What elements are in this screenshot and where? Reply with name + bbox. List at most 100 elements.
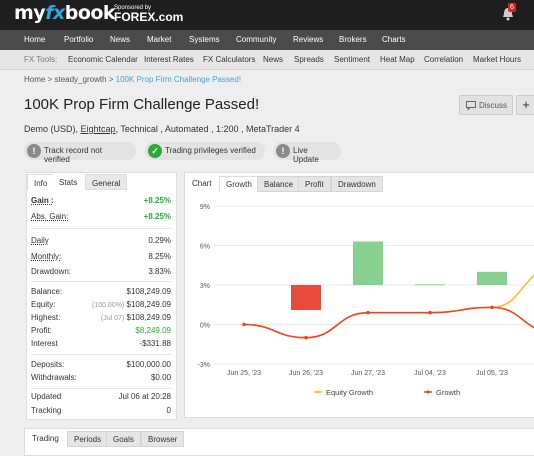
stat-label: Gain : bbox=[31, 196, 54, 205]
tool-spreads[interactable]: Spreads bbox=[294, 55, 324, 64]
tool-news[interactable]: News bbox=[263, 55, 284, 64]
logo-fx: fx bbox=[45, 2, 65, 24]
nav-community[interactable]: Community bbox=[236, 35, 277, 44]
nav-market[interactable]: Market bbox=[147, 35, 172, 44]
myfxbook-logo[interactable]: myfxbook bbox=[14, 2, 116, 24]
nav-news[interactable]: News bbox=[110, 35, 131, 44]
stat-label: Daily bbox=[31, 236, 49, 245]
breadcrumb-sep: > bbox=[47, 75, 53, 84]
tools-label: FX Tools: bbox=[24, 55, 58, 64]
warning-icon: ! bbox=[276, 144, 290, 158]
nav-brokers[interactable]: Brokers bbox=[339, 35, 367, 44]
divider bbox=[31, 388, 171, 389]
divider bbox=[31, 354, 171, 355]
tab-profit[interactable]: Profit bbox=[298, 176, 331, 192]
highest-date: (Jul 07) bbox=[100, 315, 125, 322]
tab-chart[interactable]: Chart bbox=[186, 176, 218, 192]
stat-label: Tracking bbox=[31, 406, 62, 415]
nav-charts[interactable]: Charts bbox=[382, 35, 406, 44]
breadcrumb-home[interactable]: Home bbox=[24, 75, 46, 84]
breadcrumb: Home > steady_growth > 100K Prop Firm Ch… bbox=[24, 75, 241, 84]
stat-label: Deposits: bbox=[31, 360, 65, 369]
tab-info[interactable]: Info bbox=[27, 174, 55, 190]
stat-label: Abs. Gain: bbox=[31, 212, 69, 221]
tab-browser[interactable]: Browser bbox=[141, 431, 185, 447]
sponsor-label: Sponsored by bbox=[114, 5, 152, 11]
breadcrumb-sep: > bbox=[108, 75, 114, 84]
live-update-badge[interactable]: ! Live Update bbox=[273, 142, 341, 164]
tab-balance[interactable]: Balance bbox=[257, 176, 300, 192]
account-details: , Technical , Automated , 1:200 , MetaTr… bbox=[115, 124, 300, 134]
y-tick-label: 6% bbox=[200, 244, 210, 251]
discuss-label: Discuss bbox=[479, 101, 508, 110]
stat-label: Monthly: bbox=[31, 252, 62, 261]
add-button[interactable]: + bbox=[516, 95, 534, 115]
delta-bar bbox=[477, 271, 507, 285]
discuss-button[interactable]: Discuss bbox=[459, 95, 513, 115]
tab-trading[interactable]: Trading bbox=[26, 431, 65, 447]
tool-interest-rates[interactable]: Interest Rates bbox=[144, 55, 194, 64]
stat-label: Highest: bbox=[31, 313, 61, 322]
tab-periods[interactable]: Periods bbox=[67, 431, 109, 447]
y-tick-label: 0% bbox=[200, 323, 210, 330]
tool-economic-calendar[interactable]: Economic Calendar bbox=[68, 55, 138, 64]
stat-label: Withdrawals: bbox=[31, 373, 77, 382]
stat-label: Updated bbox=[31, 392, 62, 401]
delta-bar bbox=[415, 284, 445, 286]
tool-market-hours[interactable]: Market Hours bbox=[473, 55, 522, 64]
stats-panel bbox=[26, 172, 177, 420]
growth-chart: 9% 6% 3% 0% -3% Jun 25, '23 Jun 26, '23 Jun 27,… bbox=[198, 204, 534, 397]
comment-icon bbox=[466, 101, 476, 110]
legend-marker bbox=[426, 390, 430, 394]
tab-goals[interactable]: Goals bbox=[106, 431, 141, 447]
delta-bar bbox=[353, 241, 383, 285]
x-tick-label: Jun 27, '23 bbox=[351, 370, 385, 377]
logo-prefix: my bbox=[14, 2, 46, 24]
stat-value: 3.83% bbox=[148, 267, 171, 276]
broker-link[interactable]: Eightcap bbox=[80, 124, 116, 134]
nav-systems[interactable]: Systems bbox=[189, 35, 220, 44]
breadcrumb-user[interactable]: steady_growth bbox=[54, 75, 107, 84]
x-tick-label: Jul 04, '23 bbox=[414, 370, 446, 377]
x-tick-label: Jun 25, '23 bbox=[227, 370, 261, 377]
legend-label: Equity Growth bbox=[326, 388, 373, 397]
stat-value: $108,249.09 bbox=[126, 300, 172, 309]
tool-heat-map[interactable]: Heat Map bbox=[380, 55, 415, 64]
page-title: 100K Prop Firm Challenge Passed! bbox=[24, 96, 260, 113]
stat-label: Interest bbox=[31, 339, 58, 348]
stat-label: Drawdown: bbox=[31, 267, 72, 276]
sponsor[interactable]: Sponsored by FOREX.com bbox=[114, 5, 183, 24]
divider bbox=[31, 228, 171, 229]
chart-panel bbox=[184, 172, 534, 418]
tab-stats[interactable]: Stats bbox=[53, 174, 84, 190]
growth-point bbox=[304, 335, 308, 340]
nav-portfolio[interactable]: Portfolio bbox=[64, 35, 94, 44]
account-type: Demo (USD), bbox=[24, 124, 79, 134]
tool-correlation[interactable]: Correlation bbox=[424, 55, 464, 64]
badge-text: Track record not verified bbox=[44, 146, 102, 164]
breadcrumb-current: 100K Prop Firm Challenge Passed! bbox=[115, 75, 242, 84]
tab-drawdown[interactable]: Drawdown bbox=[331, 176, 383, 192]
growth-point bbox=[428, 310, 432, 315]
account-subtitle: Demo (USD), Eightcap, Technical , Automa… bbox=[24, 124, 300, 134]
stat-value: $0.00 bbox=[150, 373, 171, 382]
growth-line bbox=[243, 306, 534, 339]
nav-reviews[interactable]: Reviews bbox=[293, 35, 324, 44]
track-record-badge[interactable]: ! Track record not verified bbox=[24, 142, 136, 164]
stat-value: $8,249.09 bbox=[135, 326, 171, 335]
divider bbox=[31, 281, 171, 282]
top-bar: myfxbook Sponsored by FOREX.com 6 bbox=[0, 0, 534, 30]
tool-fx-calculators[interactable]: FX Calculators bbox=[203, 55, 256, 64]
stat-value: +8.25% bbox=[143, 212, 171, 221]
stat-value: 8.25% bbox=[148, 252, 171, 261]
x-tick-label: Jun 26, '23 bbox=[289, 370, 323, 377]
y-tick-label: 9% bbox=[200, 204, 210, 211]
legend-marker bbox=[316, 390, 320, 394]
tools-nav: FX Tools: Economic Calendar Interest Rat… bbox=[0, 50, 534, 70]
tab-general[interactable]: General bbox=[85, 174, 128, 190]
trading-privileges-badge[interactable]: ✓ Trading privileges verified bbox=[145, 142, 265, 160]
stat-value: 0 bbox=[166, 406, 171, 415]
nav-home[interactable]: Home bbox=[24, 35, 46, 44]
tool-sentiment[interactable]: Sentiment bbox=[334, 55, 371, 64]
tab-growth[interactable]: Growth bbox=[219, 176, 259, 192]
